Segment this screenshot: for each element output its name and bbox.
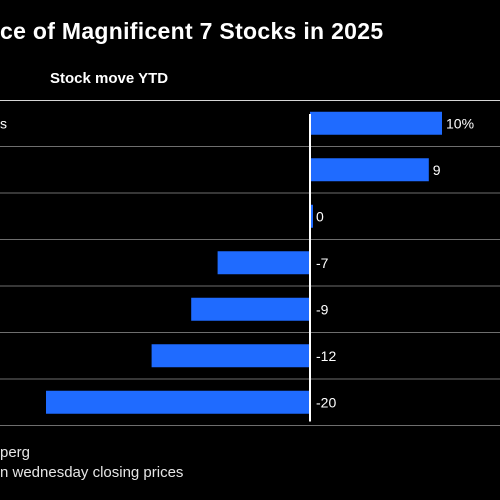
value-label: 9 bbox=[433, 162, 441, 178]
chart-subtitle: Stock move YTD bbox=[50, 70, 169, 87]
bar-chart: s 10% 9 0 -7 -9 -12 -20 bbox=[0, 111, 500, 426]
bar bbox=[217, 251, 310, 275]
chart-title: ce of Magnificent 7 Stocks in 2025 bbox=[0, 18, 384, 44]
bar bbox=[191, 297, 310, 321]
category-label: s bbox=[0, 115, 7, 131]
bar bbox=[310, 111, 442, 135]
value-label: -20 bbox=[316, 394, 336, 410]
bar bbox=[310, 158, 429, 182]
value-label: -12 bbox=[316, 348, 336, 364]
bar bbox=[310, 204, 313, 228]
source-note: perg bbox=[0, 444, 31, 461]
footnote: n wednesday closing prices bbox=[0, 464, 184, 481]
header-divider bbox=[0, 100, 500, 101]
bar bbox=[151, 344, 310, 368]
value-label: -7 bbox=[316, 255, 329, 271]
bar bbox=[46, 390, 310, 414]
value-label: 0 bbox=[316, 208, 324, 224]
value-label: -9 bbox=[316, 301, 329, 317]
value-label: 10% bbox=[446, 115, 474, 131]
